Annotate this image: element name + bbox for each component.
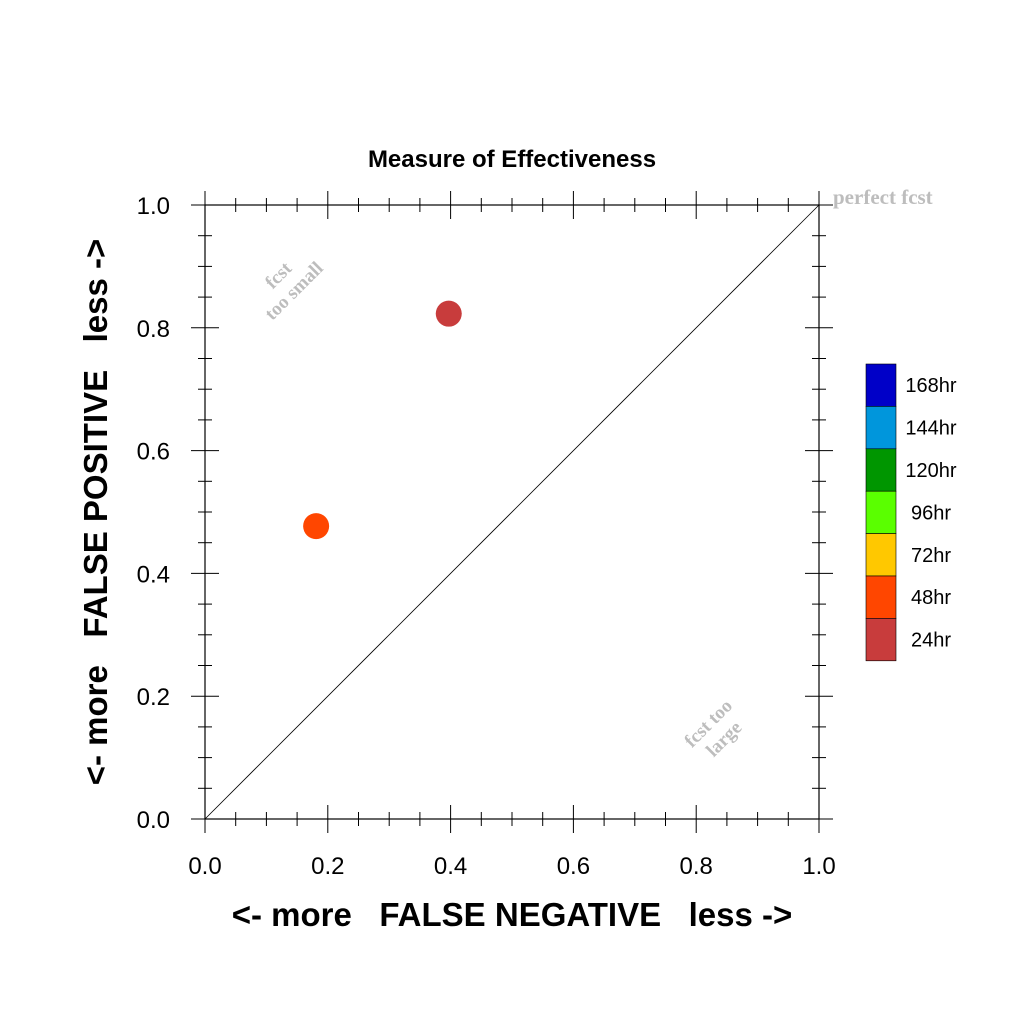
data-points xyxy=(303,300,462,540)
x-tick-label: 0.0 xyxy=(188,853,221,880)
annotation-fcst-too-large: fcst too large xyxy=(681,696,747,762)
legend-label-168hr: 168hr xyxy=(905,375,956,397)
x-tick-label: 0.8 xyxy=(680,853,713,880)
legend-swatch-96hr xyxy=(865,490,897,534)
legend-label-144hr: 144hr xyxy=(905,418,956,440)
data-point-48hr xyxy=(303,513,330,540)
y-tick-label: 0.4 xyxy=(137,561,170,588)
legend: 168hr 144hr 120hr 96hr 72hr 48hr 24hr xyxy=(865,363,957,662)
axis-tick-labels: 0.0 0.2 0.4 0.6 0.8 1.0 0.0 0.2 0.4 0.6 0.8 1.0 xyxy=(137,193,836,880)
x-axis-title: <- more FALSE NEGATIVE less -> xyxy=(232,896,793,933)
annotation-perfect-fcst: perfect fcst xyxy=(833,185,933,209)
legend-swatch-48hr xyxy=(865,575,897,619)
legend-swatch-144hr xyxy=(865,406,897,450)
axis-ticks xyxy=(191,191,833,833)
y-tick-label: 0.6 xyxy=(137,439,170,466)
chart-title: Measure of Effectiveness xyxy=(368,146,656,173)
legend-swatch-168hr xyxy=(865,363,897,407)
legend-swatch-24hr xyxy=(865,618,897,662)
perfect-forecast-diagonal xyxy=(204,204,820,820)
data-point-24hr xyxy=(435,300,462,327)
legend-label-72hr: 72hr xyxy=(911,545,951,567)
x-tick-label: 0.2 xyxy=(311,853,344,880)
legend-label-120hr: 120hr xyxy=(905,460,956,482)
y-axis-title: <- more FALSE POSITIVE less -> xyxy=(77,239,114,786)
legend-label-48hr: 48hr xyxy=(911,587,951,609)
x-tick-label: 1.0 xyxy=(802,853,835,880)
annotation-fcst-too-small: fcst too small xyxy=(261,258,328,325)
y-tick-label: 0.8 xyxy=(137,316,170,343)
y-tick-label: 0.2 xyxy=(137,684,170,711)
legend-swatch-120hr xyxy=(865,448,897,492)
x-tick-label: 0.4 xyxy=(434,853,467,880)
x-tick-label: 0.6 xyxy=(557,853,590,880)
legend-label-96hr: 96hr xyxy=(911,502,951,524)
legend-label-24hr: 24hr xyxy=(911,630,951,652)
y-tick-label: 0.0 xyxy=(137,807,170,834)
legend-swatch-72hr xyxy=(865,533,897,577)
y-tick-label: 1.0 xyxy=(137,193,170,220)
